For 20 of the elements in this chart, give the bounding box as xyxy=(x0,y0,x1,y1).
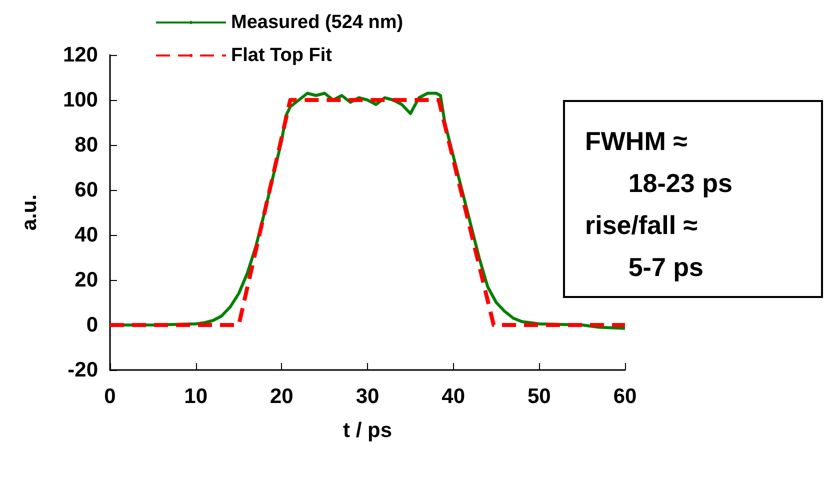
annotation: FWHM ≈ 18-23 ps rise/fall ≈ 5-7 ps xyxy=(585,125,732,284)
y-tick-label: 20 xyxy=(74,268,98,292)
x-tick-label: 50 xyxy=(527,385,551,408)
x-tick-label: 30 xyxy=(356,385,380,408)
x-axis-title: t / ps xyxy=(342,419,392,442)
y-tick-label: 120 xyxy=(62,44,98,66)
x-tick-label: 0 xyxy=(104,385,116,408)
y-tick-label: -20 xyxy=(68,358,98,382)
x-tick-label: 20 xyxy=(270,385,294,408)
x-tick-label: 60 xyxy=(613,385,637,408)
y-tick-label: 0 xyxy=(86,314,98,336)
x-tick-label: 40 xyxy=(442,385,466,408)
y-axis-title: a.u. xyxy=(18,194,41,231)
x-tick-label: 10 xyxy=(184,385,208,408)
y-tick-label: 80 xyxy=(74,134,98,156)
y-tick-label: 100 xyxy=(62,88,98,112)
legend-label: Measured (524 nm) xyxy=(231,12,404,33)
legend-label: Flat Top Fit xyxy=(231,45,333,66)
y-tick-label: 60 xyxy=(74,178,98,202)
y-tick-label: 40 xyxy=(74,224,98,246)
